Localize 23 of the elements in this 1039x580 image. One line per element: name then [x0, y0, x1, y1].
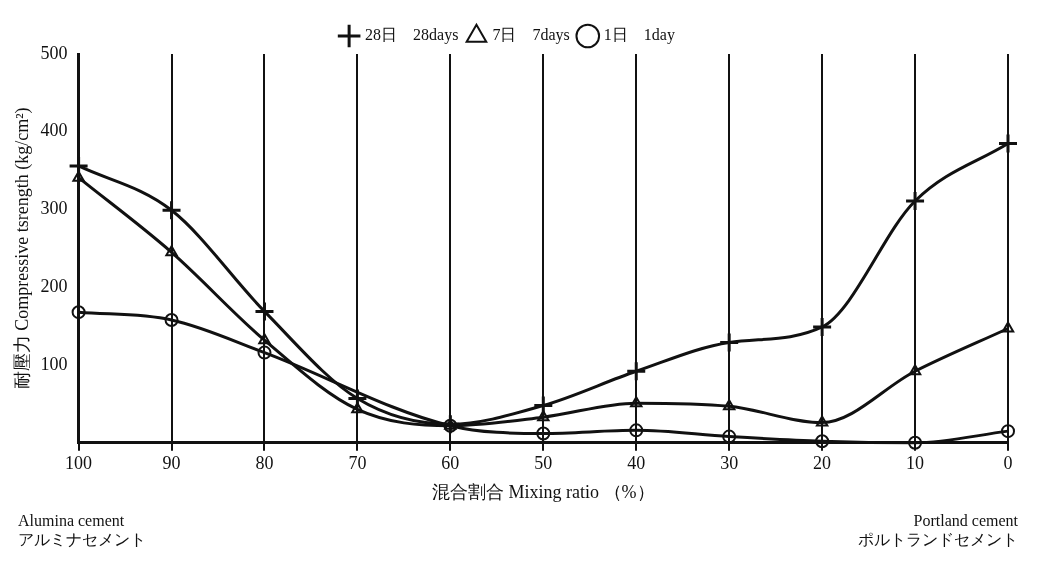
- legend-label: 28日 28days: [365, 26, 459, 45]
- y-tick-label: 300: [40, 198, 68, 219]
- x-tick-label: 60: [441, 453, 460, 474]
- y-tick-label: 200: [40, 276, 68, 297]
- y-tick-label: 500: [40, 42, 68, 63]
- legend-label: 7日 7days: [492, 26, 570, 45]
- x-tick-label: 10: [906, 453, 925, 474]
- x-tick-label: 90: [162, 453, 181, 474]
- x-tick-label: 100: [65, 453, 93, 474]
- x-tick-label: 70: [348, 453, 367, 474]
- y-axis-title: 耐壓力 Compressive tsrength (kg/cm²): [11, 107, 33, 390]
- legend-label: 1日 1day: [603, 26, 675, 45]
- x-tick-label: 80: [255, 453, 274, 474]
- x-tick-label: 30: [720, 453, 739, 474]
- text: Alumina cement アルミナセメント: [18, 512, 146, 550]
- y-tick-label: 100: [40, 353, 68, 374]
- x-tick-label: 0: [1003, 453, 1013, 474]
- y-tick-label: 400: [40, 120, 68, 141]
- x-tick-label: 20: [813, 453, 832, 474]
- x-tick-label: 40: [627, 453, 646, 474]
- x-axis-title: 混合割合 Mixing ratio （%）: [432, 481, 655, 502]
- text: Portland cement ポルトランドセメント: [858, 512, 1018, 550]
- x-tick-label: 50: [534, 453, 553, 474]
